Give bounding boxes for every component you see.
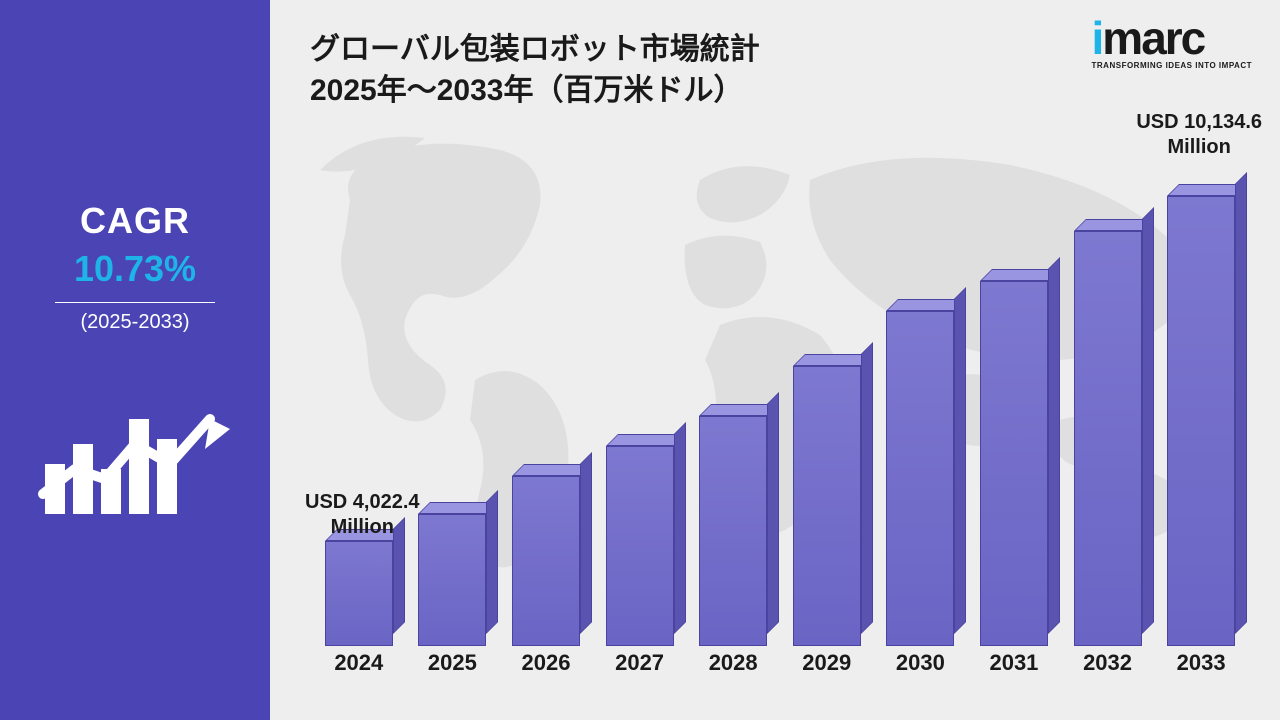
x-label-2024: 2024 (318, 650, 400, 690)
imarc-logo: imarc TRANSFORMING IDEAS INTO IMPACT (1092, 18, 1252, 70)
cagr-divider (55, 302, 215, 303)
callout-last-line1: USD 10,134.6 (1136, 110, 1262, 135)
x-label-2025: 2025 (412, 650, 494, 690)
main-panel: グローバル包装ロボット市場統計 2025年～2033年（百万米ドル） imarc… (270, 0, 1280, 720)
x-label-2030: 2030 (880, 650, 962, 690)
x-label-2032: 2032 (1067, 650, 1149, 690)
x-label-2027: 2027 (599, 650, 681, 690)
callout-first-value: USD 4,022.4 Million (305, 490, 420, 540)
x-label-2031: 2031 (973, 650, 1055, 690)
sidebar-panel: CAGR 10.73% (2025-2033) (0, 0, 270, 720)
x-axis-labels: 2024 2025 2026 2027 2028 2029 2030 2031 2032 2033 (310, 650, 1250, 690)
x-label-2029: 2029 (786, 650, 868, 690)
title-line-2: 2025年～2033年（百万米ドル） (310, 71, 1250, 112)
bar-2030 (880, 146, 962, 646)
growth-chart-icon (35, 374, 235, 534)
x-label-2033: 2033 (1160, 650, 1242, 690)
cagr-value: 10.73% (74, 248, 196, 290)
bar-2026 (505, 146, 587, 646)
bar-2032 (1067, 146, 1149, 646)
bars-container (310, 146, 1250, 646)
cagr-label: CAGR (80, 200, 190, 242)
bar-2029 (786, 146, 868, 646)
bar-chart: 2024 2025 2026 2027 2028 2029 2030 2031 2032 2033 (310, 130, 1250, 690)
bar-2031 (973, 146, 1055, 646)
bar-2028 (692, 146, 774, 646)
cagr-period: (2025-2033) (81, 311, 190, 334)
callout-first-line1: USD 4,022.4 (305, 490, 420, 515)
callout-last-line2: Million (1136, 135, 1262, 160)
bar-2024 (318, 146, 400, 646)
bar-2033 (1160, 146, 1242, 646)
x-label-2028: 2028 (692, 650, 774, 690)
callout-first-line2: Million (305, 515, 420, 540)
bar-2025 (412, 146, 494, 646)
bar-2027 (599, 146, 681, 646)
logo-tagline: TRANSFORMING IDEAS INTO IMPACT (1092, 61, 1252, 70)
callout-last-value: USD 10,134.6 Million (1136, 110, 1262, 160)
x-label-2026: 2026 (505, 650, 587, 690)
logo-text: imarc (1092, 18, 1252, 59)
